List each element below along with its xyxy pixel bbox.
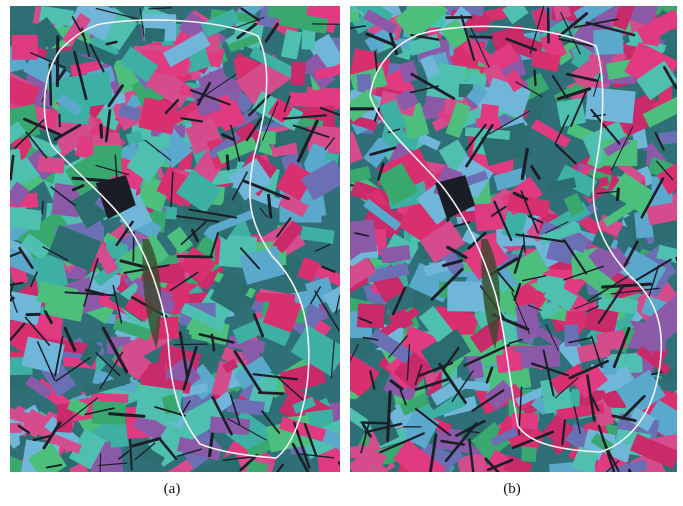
field [564,324,579,346]
page: {"panels": [{"label": "(a)"}, {"label": … [0,0,683,506]
field-edge [27,314,39,315]
field [6,423,22,433]
field-edge [312,24,351,25]
panel-label: (b) [503,481,521,497]
field [521,446,537,462]
field-edge [362,423,386,424]
field [242,343,261,360]
field-edge [101,125,102,137]
panel-label: (a) [164,481,181,497]
field [12,35,38,60]
field-edge [259,393,282,394]
field [447,281,485,312]
field-edge [339,463,345,473]
field [479,104,499,129]
field [261,131,276,144]
field-edge [174,344,207,345]
field [585,87,636,124]
figure: (a) (b) [0,0,683,506]
field-edge [618,189,619,200]
field [37,156,65,174]
satellite-image-b [323,0,683,491]
field-edge [629,470,635,485]
field-edge [677,258,683,288]
field-edge [227,156,228,169]
field-edge [100,454,101,477]
field-edge [470,37,491,38]
satellite-image-a [0,0,366,492]
field [289,92,323,107]
field-edge [178,256,212,257]
field [290,61,306,85]
field [357,303,385,328]
field-edge [42,202,43,214]
field-edge [535,71,536,86]
field [144,28,165,42]
